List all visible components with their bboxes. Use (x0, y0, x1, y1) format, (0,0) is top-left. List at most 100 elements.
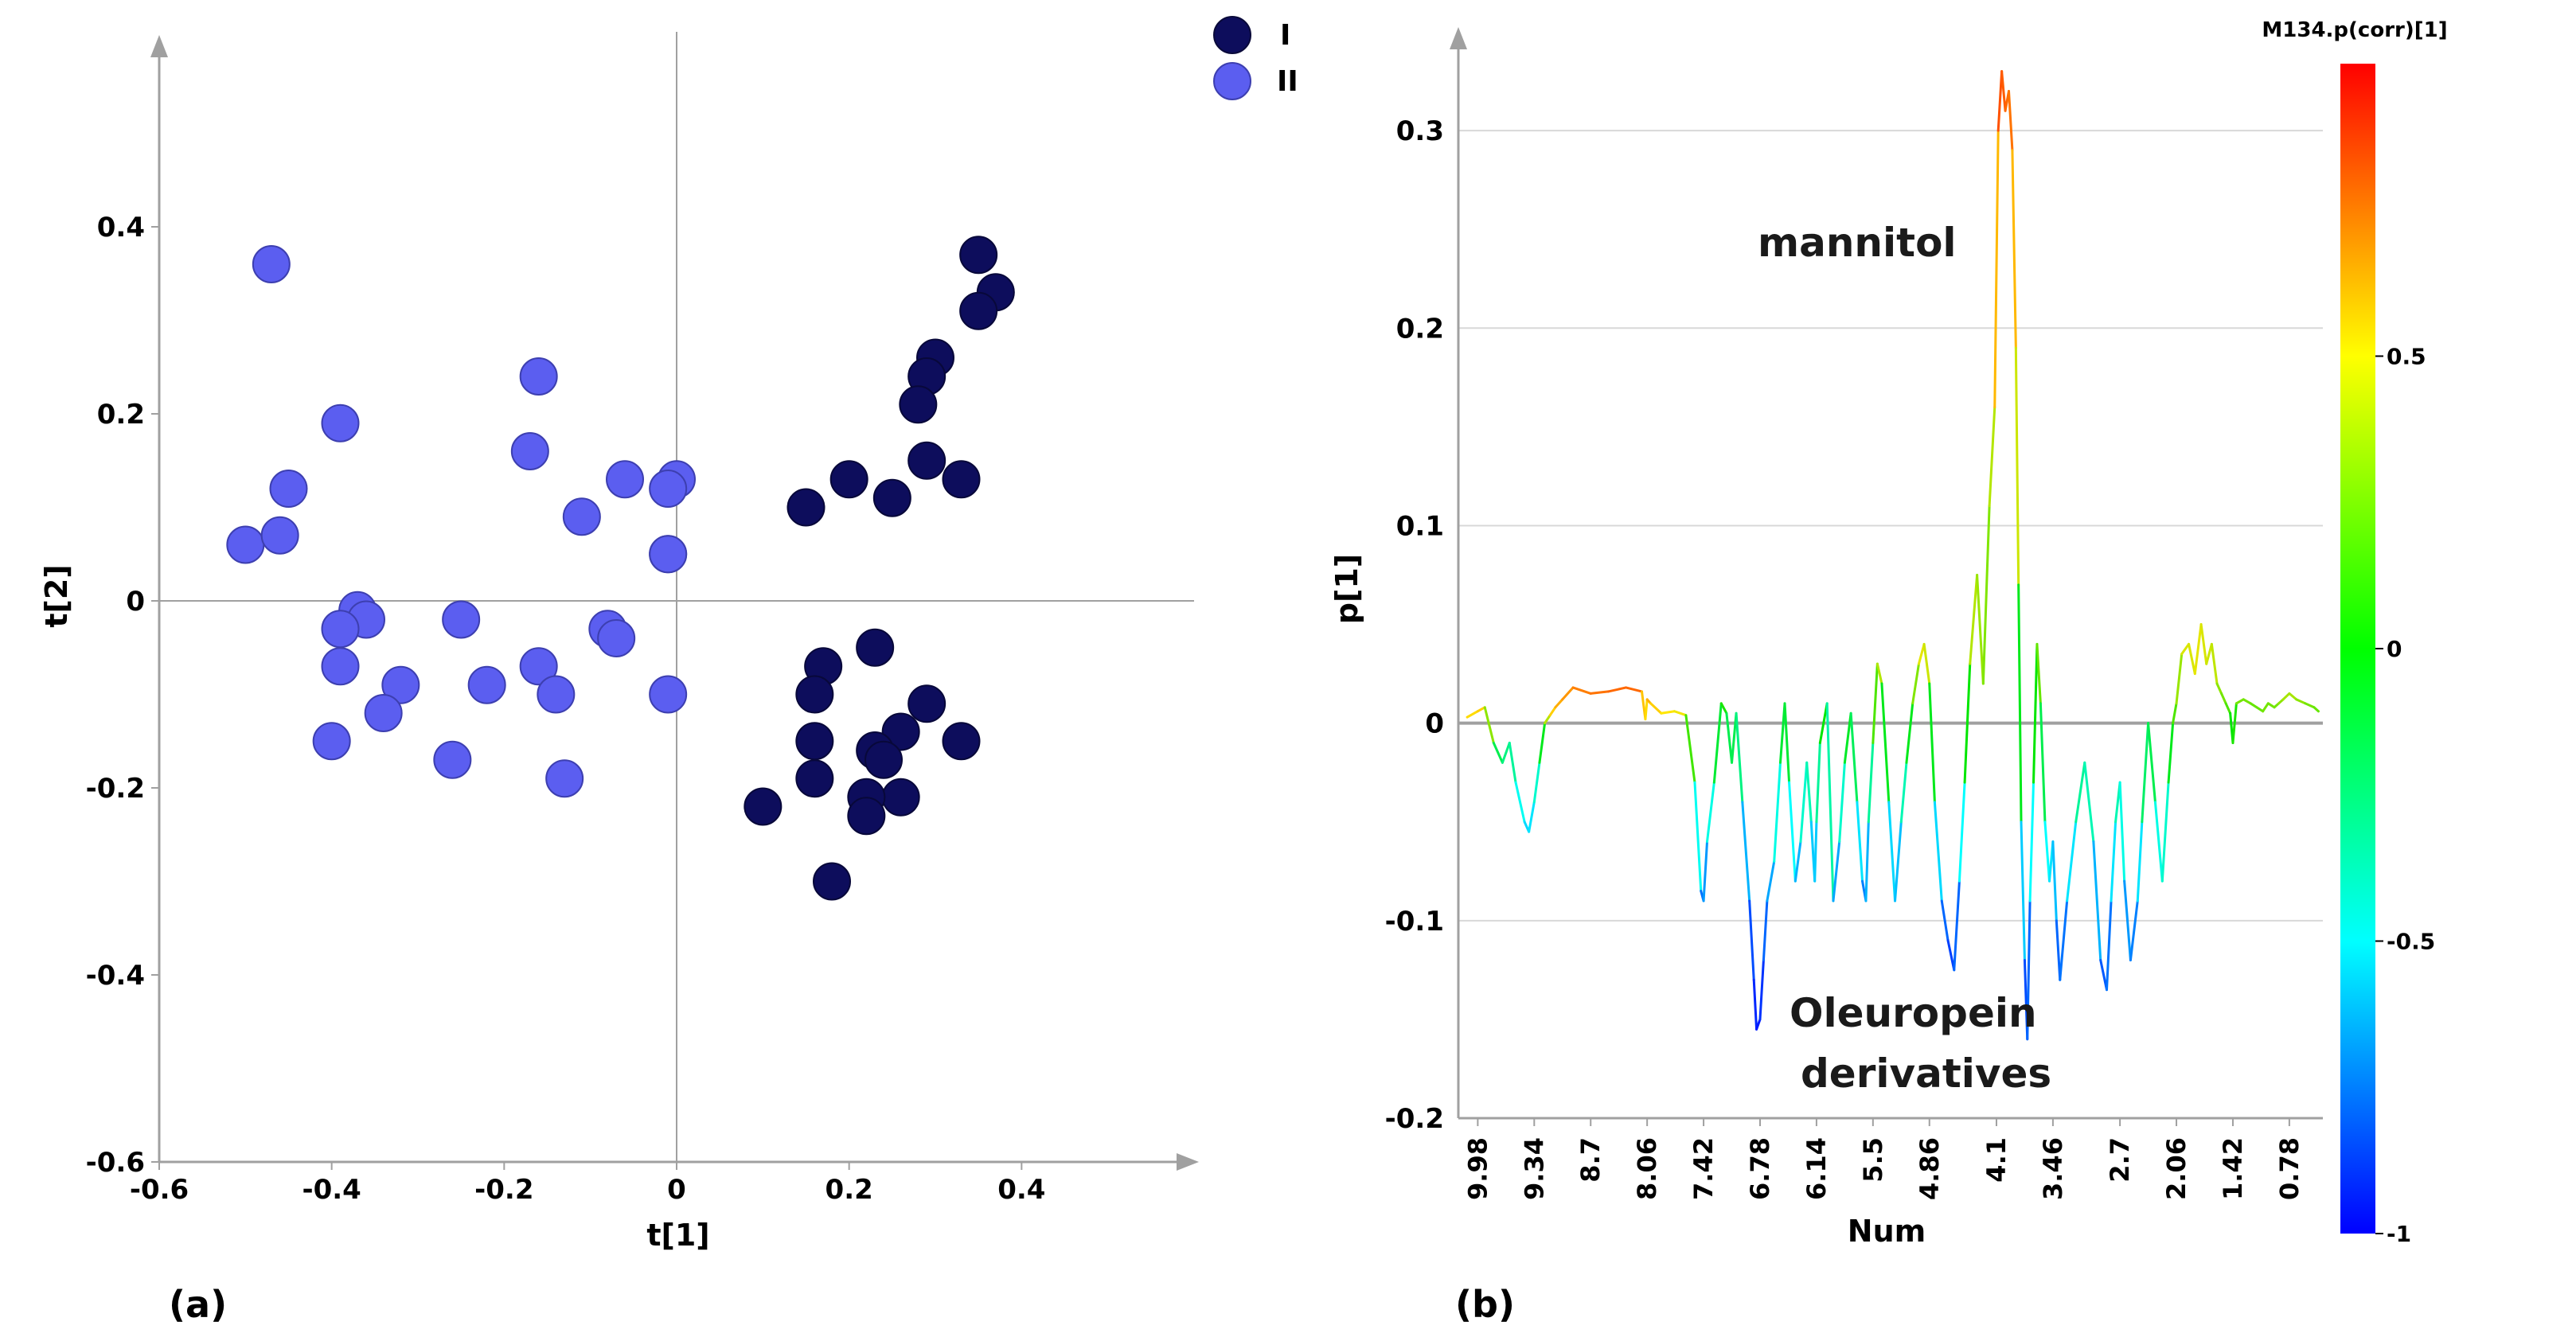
scatter-point-II (321, 610, 360, 649)
line-segment (2129, 899, 2139, 961)
line-segment (1755, 1018, 1762, 1031)
scatter-point-I (786, 488, 825, 527)
line-segment (2028, 781, 2035, 902)
scatter-point-I (959, 291, 998, 330)
line-segment (1492, 741, 1504, 764)
line-segment (1514, 781, 1526, 824)
line-segment (1832, 840, 1841, 902)
line-segment (1606, 686, 1628, 693)
annotation-derivatives: derivatives (1801, 1051, 2051, 1097)
colorbar-title: M134.p(corr)[1] (2262, 18, 2447, 42)
line-segment (1872, 662, 1879, 744)
line-segment (1813, 821, 1818, 883)
line-segment (1864, 821, 1870, 902)
line-segment (1712, 702, 1723, 784)
x-tick-label: 8.7 (1575, 1137, 1606, 1183)
x-tick-label: 9.98 (1462, 1137, 1493, 1200)
line-segment (1673, 710, 1688, 717)
line-segment (1917, 642, 1926, 665)
x-tick-label: 8.06 (1632, 1137, 1662, 1200)
line-segment (1544, 714, 1551, 725)
legend-label-II: II (1277, 65, 1298, 98)
scatter-point-II (537, 675, 576, 714)
scatter-point-I (795, 722, 834, 761)
scatter-point-I (847, 797, 886, 836)
scatter-point-II (381, 665, 420, 704)
line-segment (2092, 840, 2102, 961)
line-segment (2175, 653, 2184, 705)
scatter-point-II (649, 470, 688, 508)
x-tick-label: 6.14 (1801, 1137, 1832, 1200)
x-tick-label: 6.78 (1745, 1137, 1775, 1200)
y-axis-arrow (150, 35, 168, 57)
line-segment (2074, 761, 2086, 824)
line-segment (2313, 706, 2320, 713)
line-segment (1532, 761, 1541, 804)
scatter-point-II (519, 357, 558, 396)
line-segment (2288, 692, 2298, 701)
scatter-y-axis-label: t[2] (39, 564, 74, 627)
line-segment (1538, 722, 1547, 764)
y-tick-label: -0.4 (86, 960, 145, 992)
line-segment (2262, 702, 2270, 713)
x-tick-label: 4.1 (1981, 1137, 2012, 1183)
scatter-point-I (795, 675, 834, 714)
line-segment (2304, 702, 2316, 709)
scatter-point-I (942, 722, 981, 761)
scatter-point-II (433, 740, 472, 779)
scatter-point-II (312, 722, 351, 761)
line-segment (1957, 781, 1966, 883)
x-tick-label: 0.2 (825, 1174, 873, 1206)
scatter-point-I (795, 759, 834, 798)
scatter-point-II (649, 535, 688, 574)
line-segment (1762, 899, 1769, 961)
colorbar-ticks: -1 -0.5 0 0.5 (2375, 344, 2435, 1247)
line-segment (2234, 698, 2245, 705)
line-segment (1996, 70, 2004, 132)
line-segment (2147, 722, 2156, 804)
scatter-point-II (321, 647, 360, 686)
line-segment (2123, 879, 2132, 961)
loadings-line-plot: -0.2 -0.1 0 0.1 0.2 0.3 9.98 9.34 8.7 8.06 7.42 6.7… (1329, 18, 2448, 1326)
line-segment (1561, 686, 1575, 701)
colorbar-tick-label: 0 (2387, 636, 2402, 662)
line-segment (2110, 821, 2117, 902)
loadings-x-axis-label: Num (1848, 1214, 1926, 1249)
line-segment (2026, 899, 2032, 1041)
score-scatter-plot: -0.6 -0.4 -0.2 0 0.2 0.4 -0.6 -0.4 -0.2 0 0.2 0.4 t… (39, 16, 1298, 1326)
line-segment (2180, 642, 2191, 656)
line-segment (1880, 682, 1891, 804)
line-segment (2205, 642, 2213, 665)
colorbar-tick-label: 0.5 (2387, 344, 2426, 370)
line-segment (2055, 919, 2062, 981)
line-segment (1731, 711, 1738, 764)
scatter-x-axis-label: t[1] (646, 1218, 709, 1253)
line-segment (1766, 860, 1776, 902)
line-segment (1946, 939, 1956, 972)
y-tick-label: -0.1 (1385, 906, 1444, 938)
line-segment (1660, 710, 1676, 715)
line-segment (1793, 840, 1802, 883)
x-tick-label: -0.6 (130, 1174, 189, 1206)
line-segment (2160, 781, 2170, 883)
line-segment (1725, 711, 1734, 764)
line-segment (2059, 899, 2069, 981)
line-segment (2000, 70, 2007, 112)
x-tick-label: -0.4 (302, 1174, 361, 1206)
line-segment (1548, 706, 1557, 717)
scatter-point-I (865, 740, 903, 779)
line-segment (1988, 406, 1996, 508)
line-segment (2172, 702, 2178, 725)
legend-marker-I (1213, 16, 1251, 54)
line-segment (2281, 692, 2291, 701)
line-segment (1773, 761, 1782, 863)
loadings-gridlines (1458, 130, 2323, 922)
line-segment (1993, 129, 2000, 409)
scatter-point-I (813, 862, 851, 901)
line-segment (1867, 741, 1875, 824)
line-segment (2136, 821, 2144, 902)
x-tick-label: 9.34 (1519, 1137, 1549, 1200)
line-segment (1554, 698, 1564, 709)
y-tick-label: 0.2 (1396, 313, 1444, 345)
line-segment (2014, 346, 2020, 587)
